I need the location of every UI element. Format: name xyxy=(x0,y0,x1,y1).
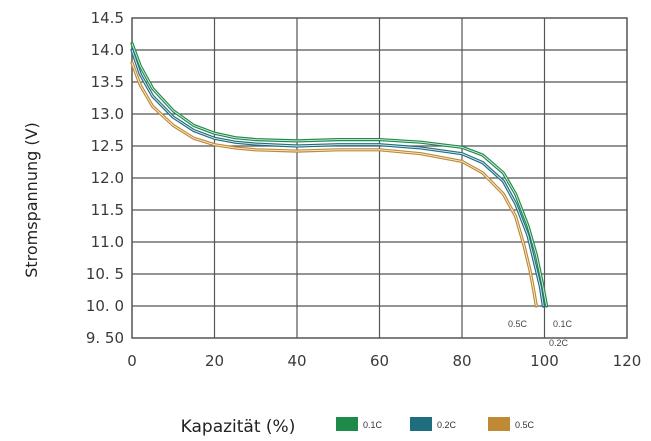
x-tick-label: 20 xyxy=(205,352,224,370)
annotation-0.5c: 0.5C xyxy=(508,319,528,329)
x-tick-label: 40 xyxy=(287,352,306,370)
legend-swatch-02c xyxy=(410,417,432,431)
x-tick-label: 0 xyxy=(127,352,137,370)
x-tick-label: 120 xyxy=(613,352,642,370)
y-tick-label: 11.5 xyxy=(91,201,124,219)
legend-swatch-01c xyxy=(336,417,358,431)
legend-label-02c: 0.2C xyxy=(437,420,457,430)
series-lines xyxy=(130,42,549,308)
legend-swatch-05c xyxy=(488,417,510,431)
y-axis-label: Stromspannung (V) xyxy=(22,122,41,278)
series-highlight-05c xyxy=(131,62,537,307)
x-ticks: 0 20 40 60 80 100 120 xyxy=(127,352,641,370)
series-highlight-02c xyxy=(131,49,544,307)
legend: 0.1C 0.2C 0.5C xyxy=(336,417,535,431)
y-ticks: 9. 50 10. 0 10. 5 11.0 11.5 12.0 12.5 13.0 13.5 1… xyxy=(86,9,124,347)
annotation-0.1c: 0.1C xyxy=(553,319,573,329)
y-tick-label: 11.0 xyxy=(91,233,124,251)
y-tick-label: 12.0 xyxy=(91,169,124,187)
annotation-0.2c: 0.2C xyxy=(549,338,569,348)
x-tick-label: 100 xyxy=(530,352,559,370)
y-tick-label: 10. 5 xyxy=(86,265,124,283)
y-tick-label: 10. 0 xyxy=(86,297,124,315)
y-tick-label: 12.5 xyxy=(91,137,124,155)
x-tick-label: 60 xyxy=(370,352,389,370)
y-tick-label: 13.0 xyxy=(91,105,124,123)
x-tick-label: 80 xyxy=(452,352,471,370)
series-highlight-01c xyxy=(131,43,548,307)
legend-label-05c: 0.5C xyxy=(515,420,535,430)
y-tick-label: 14.5 xyxy=(91,9,124,27)
x-axis-label: Kapazität (%) xyxy=(181,417,296,437)
y-tick-label: 13.5 xyxy=(91,73,124,91)
legend-label-01c: 0.1C xyxy=(363,420,383,430)
y-tick-label: 9. 50 xyxy=(86,329,124,347)
y-tick-label: 14.0 xyxy=(91,41,124,59)
